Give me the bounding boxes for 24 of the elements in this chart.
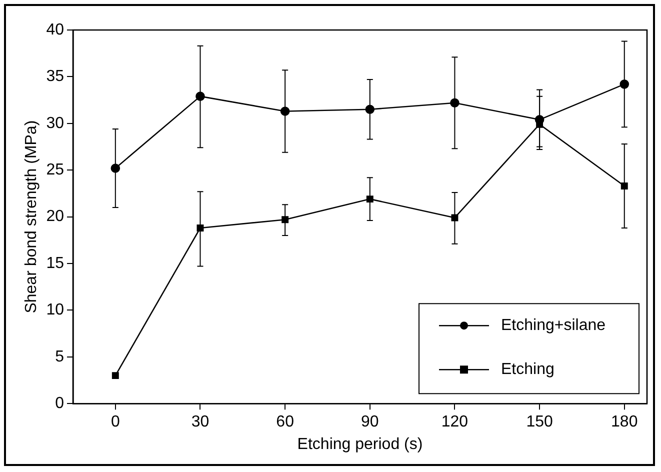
y-tick-label: 0 (55, 395, 64, 412)
x-tick-label: 120 (441, 414, 468, 431)
point (366, 196, 374, 203)
x-tick-label: 180 (611, 414, 638, 431)
x-tick-label: 0 (110, 414, 120, 431)
point (112, 372, 119, 380)
y-tick-label: 15 (46, 254, 64, 272)
x-axis-title: Etching period (s) (297, 436, 423, 453)
y-tick-label: 20 (46, 208, 64, 226)
y-tick-label: 5 (55, 348, 64, 366)
x-tick-label: 90 (360, 414, 379, 431)
y-tick-label: 25 (46, 162, 64, 179)
point (620, 182, 628, 190)
y-tick-label: 40 (46, 21, 64, 38)
x-tick-label: 60 (276, 414, 294, 431)
y-axis-title: Shear bond strength (MPa) (23, 120, 40, 314)
point (282, 216, 289, 224)
y-tick-label: 30 (46, 114, 64, 132)
y-tick-label: 35 (46, 68, 64, 86)
legend-label: Etching (501, 361, 554, 378)
y-tick-label: 10 (46, 302, 64, 319)
x-tick-label: 30 (191, 414, 210, 431)
x-tick-label: 150 (526, 414, 553, 431)
legend-label: Etching+silane (501, 317, 606, 334)
